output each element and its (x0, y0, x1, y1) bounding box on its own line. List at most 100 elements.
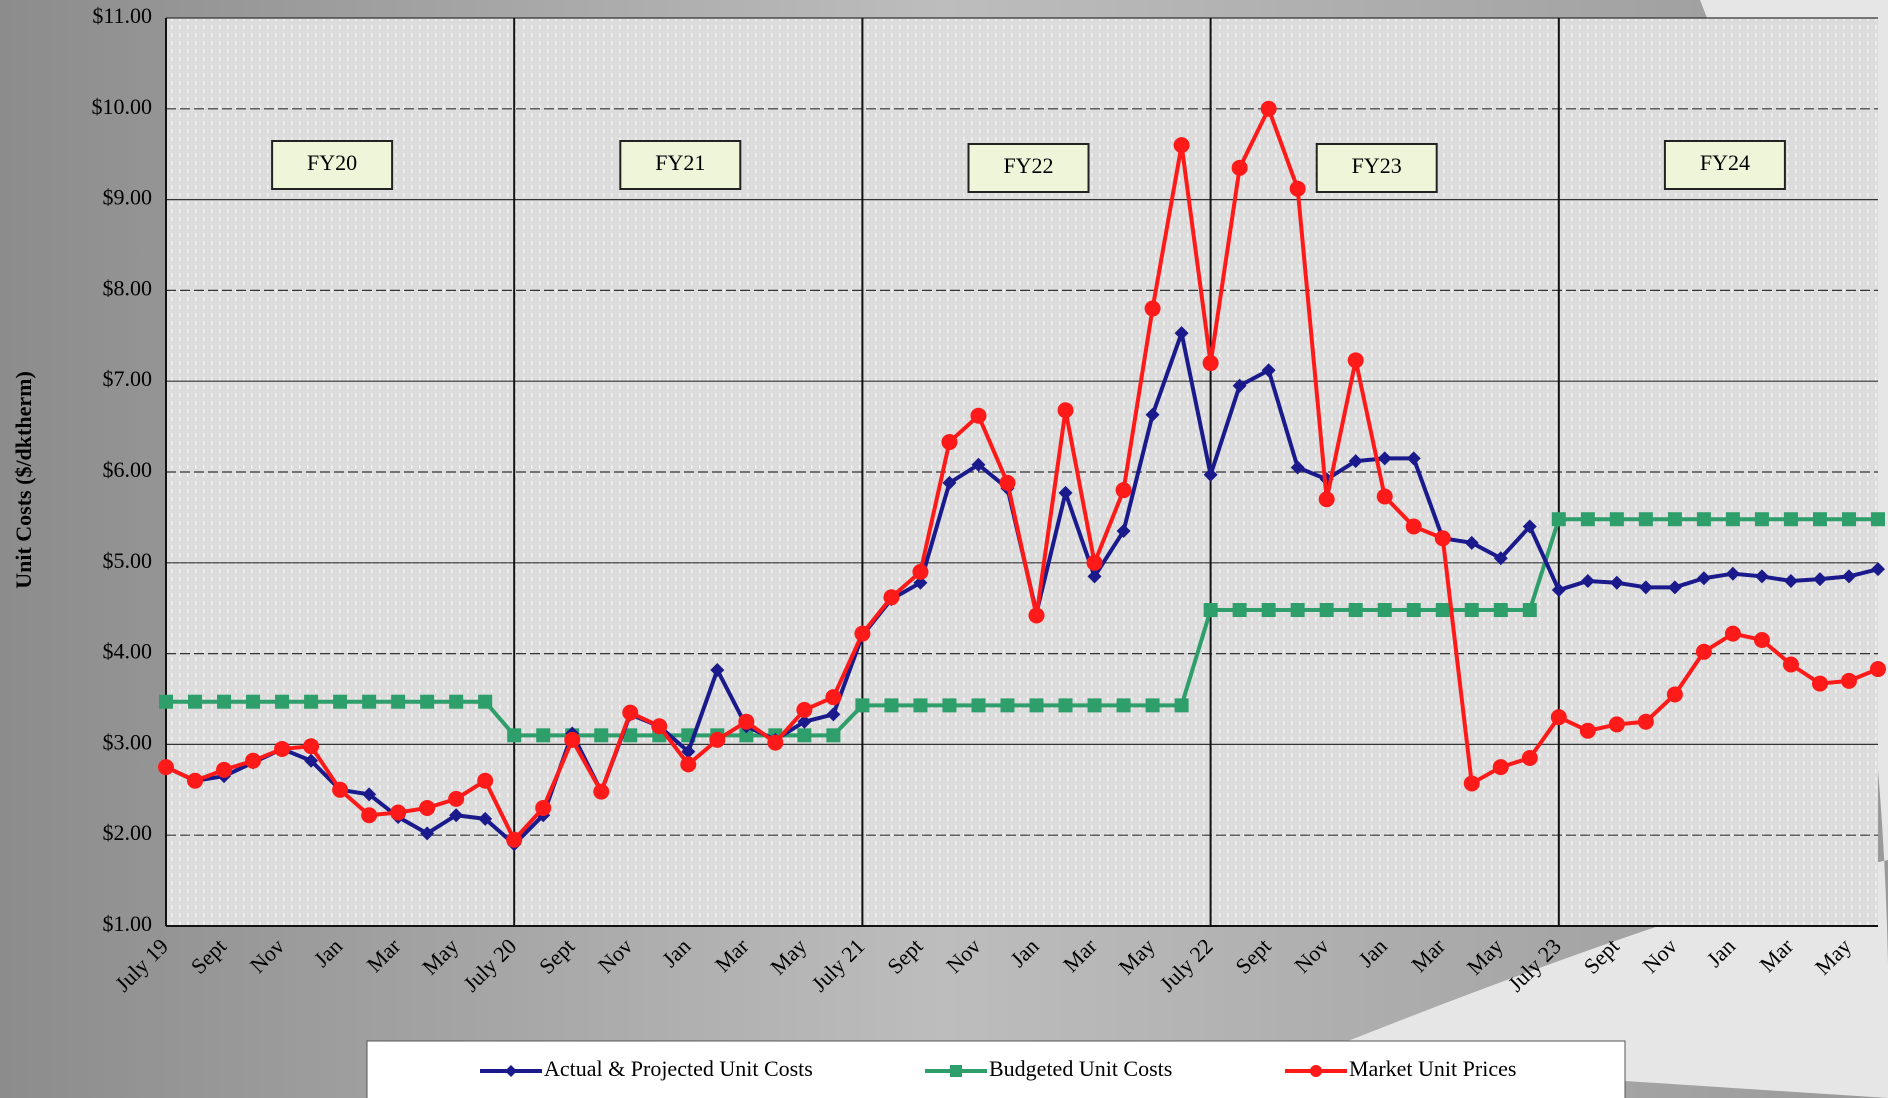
data-point (1782, 656, 1799, 673)
data-point (1696, 512, 1711, 527)
data-point (681, 744, 696, 759)
data-point (1348, 454, 1363, 469)
data-point (1377, 603, 1392, 618)
data-point (1754, 569, 1769, 584)
data-point (1783, 573, 1798, 588)
data-point (767, 734, 784, 751)
data-point (651, 718, 668, 735)
data-point (1173, 137, 1190, 154)
data-point (970, 407, 987, 424)
data-point (999, 474, 1016, 491)
y-tick-label: $3.00 (103, 729, 153, 754)
data-point (1347, 352, 1364, 369)
data-point (1202, 355, 1219, 372)
data-point (1580, 573, 1595, 588)
data-point (536, 728, 551, 743)
y-tick-label: $2.00 (103, 820, 153, 845)
y-tick-label: $10.00 (92, 94, 153, 119)
y-axis-title: Unit Costs ($/dktherm) (11, 371, 36, 589)
data-point (1261, 603, 1276, 618)
data-point (1608, 716, 1625, 733)
data-point (564, 731, 581, 748)
data-point (332, 781, 349, 798)
data-point (1289, 180, 1306, 197)
data-point (1609, 512, 1624, 527)
data-point (1811, 675, 1828, 692)
data-point (1492, 759, 1509, 776)
data-point (1725, 566, 1740, 581)
data-point (1260, 100, 1277, 117)
data-point (1551, 512, 1566, 527)
data-point (478, 694, 493, 709)
data-point (1637, 713, 1654, 730)
data-point (477, 772, 494, 789)
data-point (594, 728, 609, 743)
data-point (1232, 603, 1247, 618)
data-point (1609, 575, 1624, 590)
data-point (1319, 603, 1334, 618)
fy-label: FY20 (307, 150, 357, 175)
legend-marker (505, 1065, 517, 1077)
data-point (1871, 562, 1885, 577)
data-point (883, 589, 900, 606)
data-point (1203, 467, 1218, 482)
data-point (1318, 491, 1335, 508)
data-point (1144, 300, 1161, 317)
fy-label: FY21 (655, 150, 705, 175)
legend-marker (950, 1065, 962, 1077)
data-point (448, 790, 465, 807)
data-point (1871, 512, 1885, 527)
data-point (971, 698, 986, 713)
data-point (1666, 686, 1683, 703)
legend (366, 1040, 1626, 1098)
data-point (1203, 603, 1218, 618)
y-tick-label: $9.00 (103, 185, 153, 210)
data-point (1000, 698, 1015, 713)
data-point (1870, 661, 1886, 678)
data-point (1724, 625, 1741, 642)
data-point (216, 761, 233, 778)
data-point (245, 752, 262, 769)
data-point (1522, 519, 1537, 534)
data-point (1493, 551, 1508, 566)
fy-label: FY23 (1352, 153, 1402, 178)
y-tick-label: $6.00 (103, 457, 153, 482)
data-point (303, 738, 320, 755)
y-tick-label: $1.00 (103, 911, 153, 936)
data-point (390, 804, 407, 821)
data-point (1290, 460, 1305, 475)
fy-label: FY24 (1700, 150, 1750, 175)
data-point (419, 799, 436, 816)
fy-box (619, 140, 742, 190)
data-point (1695, 643, 1712, 660)
data-point (1115, 482, 1132, 499)
data-point (362, 694, 377, 709)
data-point (797, 714, 812, 729)
data-point (1753, 631, 1770, 648)
data-point (1725, 512, 1740, 527)
data-point (391, 694, 406, 709)
legend-marker (1310, 1065, 1322, 1077)
data-point (1058, 485, 1073, 500)
data-point (680, 756, 697, 773)
data-point (478, 811, 493, 826)
data-point (1841, 569, 1856, 584)
data-point (1348, 603, 1363, 618)
fy-box (1663, 140, 1786, 190)
data-point (506, 831, 523, 848)
data-point (1028, 607, 1045, 624)
data-point (855, 698, 870, 713)
data-point (1145, 698, 1160, 713)
y-tick-label: $11.00 (92, 3, 152, 28)
data-point (884, 698, 899, 713)
data-point (825, 689, 842, 706)
data-point (738, 713, 755, 730)
y-tick-label: $4.00 (103, 639, 153, 664)
data-point (1434, 530, 1451, 547)
data-point (158, 759, 174, 776)
data-point (826, 728, 841, 743)
data-point (1522, 603, 1537, 618)
y-tick-label: $5.00 (103, 548, 153, 573)
data-point (1174, 698, 1189, 713)
